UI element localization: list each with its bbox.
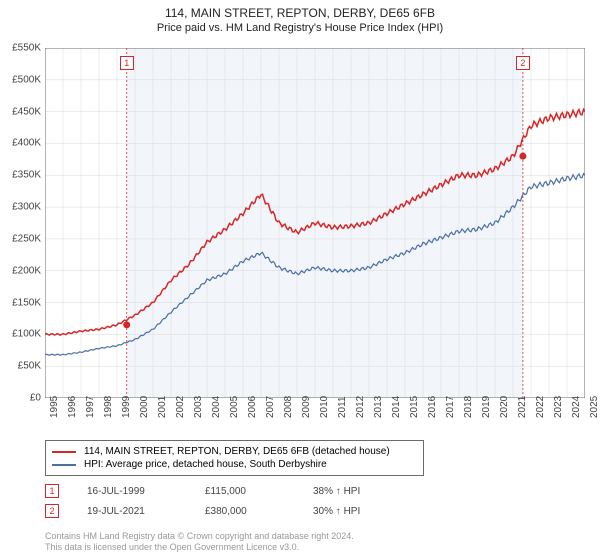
x-axis-label: 1999 bbox=[121, 396, 132, 418]
legend-box: 114, MAIN STREET, REPTON, DERBY, DE65 6F… bbox=[45, 440, 424, 476]
x-axis-label: 2013 bbox=[373, 396, 384, 418]
sale-marker-badge: 1 bbox=[45, 484, 59, 498]
legend-label: 114, MAIN STREET, REPTON, DERBY, DE65 6F… bbox=[84, 446, 390, 457]
y-axis-label: £500K bbox=[1, 74, 41, 85]
legend-row: 114, MAIN STREET, REPTON, DERBY, DE65 6F… bbox=[52, 445, 417, 458]
x-axis-label: 2005 bbox=[229, 396, 240, 418]
x-axis-label: 1998 bbox=[103, 396, 114, 418]
x-axis-label: 2018 bbox=[463, 396, 474, 418]
x-axis-label: 2011 bbox=[337, 396, 348, 418]
sale-info-row: 1 16-JUL-1999 £115,000 38% ↑ HPI bbox=[45, 484, 360, 498]
legend-swatch bbox=[52, 464, 76, 466]
x-axis-label: 2024 bbox=[571, 396, 582, 418]
sale-vs-hpi: 30% ↑ HPI bbox=[313, 506, 360, 517]
y-axis-label: £450K bbox=[1, 106, 41, 117]
x-axis-label: 2015 bbox=[409, 396, 420, 418]
sale-vs-hpi: 38% ↑ HPI bbox=[313, 486, 360, 497]
x-axis-label: 2019 bbox=[481, 396, 492, 418]
y-axis-label: £150K bbox=[1, 297, 41, 308]
sale-info-row: 2 19-JUL-2021 £380,000 30% ↑ HPI bbox=[45, 504, 360, 518]
chart-svg bbox=[45, 48, 585, 398]
x-axis-label: 2021 bbox=[517, 396, 528, 418]
x-axis-label: 2017 bbox=[445, 396, 456, 418]
y-axis-label: £100K bbox=[1, 329, 41, 340]
x-axis-label: 2022 bbox=[535, 396, 546, 418]
sale-price: £380,000 bbox=[205, 506, 285, 517]
x-axis-label: 1996 bbox=[67, 396, 78, 418]
chart-subtitle: Price paid vs. HM Land Registry's House … bbox=[0, 20, 600, 38]
y-axis-label: £300K bbox=[1, 202, 41, 213]
y-axis-label: £0 bbox=[1, 393, 41, 404]
x-axis-label: 2012 bbox=[355, 396, 366, 418]
y-axis-label: £200K bbox=[1, 265, 41, 276]
x-axis-label: 2001 bbox=[157, 396, 168, 418]
legend-swatch bbox=[52, 451, 76, 453]
sale-date: 16-JUL-1999 bbox=[87, 486, 177, 497]
x-axis-label: 2007 bbox=[265, 396, 276, 418]
x-axis-label: 2020 bbox=[499, 396, 510, 418]
sale-marker-badge: 1 bbox=[120, 56, 134, 70]
chart-container: 114, MAIN STREET, REPTON, DERBY, DE65 6F… bbox=[0, 0, 600, 560]
x-axis-label: 2023 bbox=[553, 396, 564, 418]
x-axis-label: 2008 bbox=[283, 396, 294, 418]
legend-row: HPI: Average price, detached house, Sout… bbox=[52, 458, 417, 471]
x-axis-label: 2025 bbox=[589, 396, 600, 418]
y-axis-label: £50K bbox=[1, 361, 41, 372]
chart-title: 114, MAIN STREET, REPTON, DERBY, DE65 6F… bbox=[0, 0, 600, 20]
chart-plot-area: £0£50K£100K£150K£200K£250K£300K£350K£400… bbox=[45, 48, 585, 398]
footer-attribution: Contains HM Land Registry data © Crown c… bbox=[45, 531, 354, 554]
x-axis-label: 2004 bbox=[211, 396, 222, 418]
y-axis-label: £550K bbox=[1, 43, 41, 54]
sale-marker-badge: 2 bbox=[45, 504, 59, 518]
sale-marker-badge: 2 bbox=[516, 56, 530, 70]
x-axis-label: 2016 bbox=[427, 396, 438, 418]
footer-line-2: This data is licensed under the Open Gov… bbox=[45, 542, 354, 554]
x-axis-label: 1997 bbox=[85, 396, 96, 418]
x-axis-label: 2003 bbox=[193, 396, 204, 418]
x-axis-label: 2010 bbox=[319, 396, 330, 418]
y-axis-label: £400K bbox=[1, 138, 41, 149]
y-axis-label: £250K bbox=[1, 233, 41, 244]
y-axis-label: £350K bbox=[1, 170, 41, 181]
x-axis-label: 1995 bbox=[49, 396, 60, 418]
x-axis-label: 2014 bbox=[391, 396, 402, 418]
x-axis-label: 2009 bbox=[301, 396, 312, 418]
legend-label: HPI: Average price, detached house, Sout… bbox=[84, 459, 327, 470]
sale-date: 19-JUL-2021 bbox=[87, 506, 177, 517]
x-axis-label: 2002 bbox=[175, 396, 186, 418]
sale-price: £115,000 bbox=[205, 486, 285, 497]
footer-line-1: Contains HM Land Registry data © Crown c… bbox=[45, 531, 354, 543]
x-axis-label: 2006 bbox=[247, 396, 258, 418]
x-axis-label: 2000 bbox=[139, 396, 150, 418]
